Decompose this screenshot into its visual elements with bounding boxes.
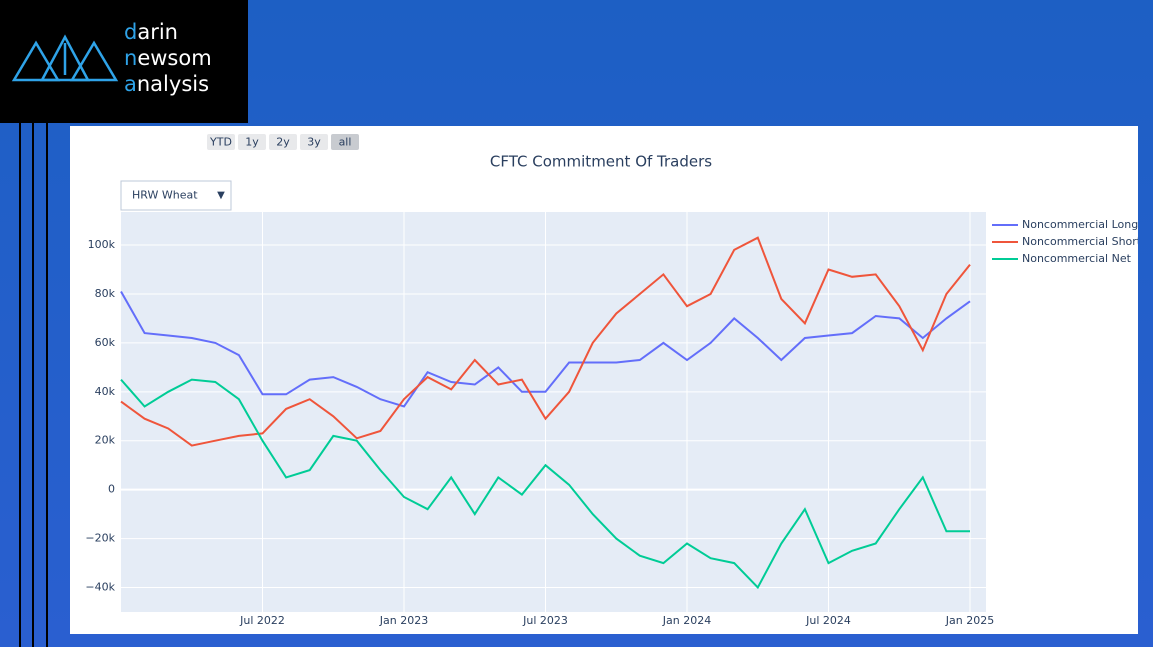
y-tick-label: 80k [95, 287, 116, 300]
y-tick-label: 20k [95, 434, 116, 447]
decor-bar [19, 123, 21, 647]
x-tick-label: Jul 2024 [805, 614, 851, 627]
dropdown-arrow[interactable]: ▼ [217, 190, 225, 201]
chart-panel: YTD 1y 2y 3y all CFTC Commitment Of Traders … [70, 126, 1142, 634]
y-tick-label: 60k [95, 336, 116, 349]
range-button-label[interactable]: YTD [209, 136, 232, 149]
range-button[interactable] [207, 134, 235, 150]
plot-area [121, 212, 986, 612]
range-button-label[interactable]: 1y [245, 136, 259, 149]
y-tick-label: 100k [88, 238, 116, 251]
y-tick-label: 0 [108, 483, 115, 496]
dropdown-box[interactable] [120, 180, 232, 211]
range-button[interactable] [300, 134, 328, 150]
logo-icon [11, 34, 119, 82]
logo: darin newsom analysis [0, 0, 248, 123]
data-line [120, 378, 970, 590]
x-tick-label: Jan 2024 [662, 614, 711, 627]
logo-word: newsom [124, 46, 212, 70]
x-tick-label: Jan 2025 [945, 614, 994, 627]
chart-title: CFTC Commitment Of Traders [490, 153, 712, 171]
y-tick-label: 40k [95, 385, 116, 398]
legend-label: Noncommercial Long [1022, 218, 1138, 231]
range-button-label[interactable]: 3y [307, 136, 321, 149]
x-tick-label: Jul 2022 [239, 614, 285, 627]
logo-word: darin [124, 20, 178, 44]
y-tick-label: −40k [85, 581, 115, 594]
legend-label: Noncommercial Short [1022, 235, 1138, 248]
x-tick-label: Jul 2023 [522, 614, 568, 627]
dropdown[interactable]: HRW Wheat ▼ [120, 180, 232, 211]
legend-label: Noncommercial Net [1022, 252, 1132, 265]
dropdown-label[interactable]: HRW Wheat [132, 189, 198, 202]
decor-bar [32, 123, 34, 647]
data-line [120, 236, 971, 447]
chart: YTD 1y 2y 3y all CFTC Commitment Of Traders … [85, 134, 1142, 627]
range-button[interactable] [238, 134, 266, 150]
y-tick-label: −20k [85, 532, 115, 545]
x-tick-label: Jan 2023 [379, 614, 428, 627]
range-button-label[interactable]: 2y [276, 136, 290, 149]
logo-word: analysis [124, 72, 210, 96]
data-line [120, 291, 971, 408]
decor-bar [46, 123, 48, 647]
range-button[interactable] [331, 134, 359, 150]
range-button-label[interactable]: all [339, 136, 352, 149]
range-button[interactable] [269, 134, 297, 150]
